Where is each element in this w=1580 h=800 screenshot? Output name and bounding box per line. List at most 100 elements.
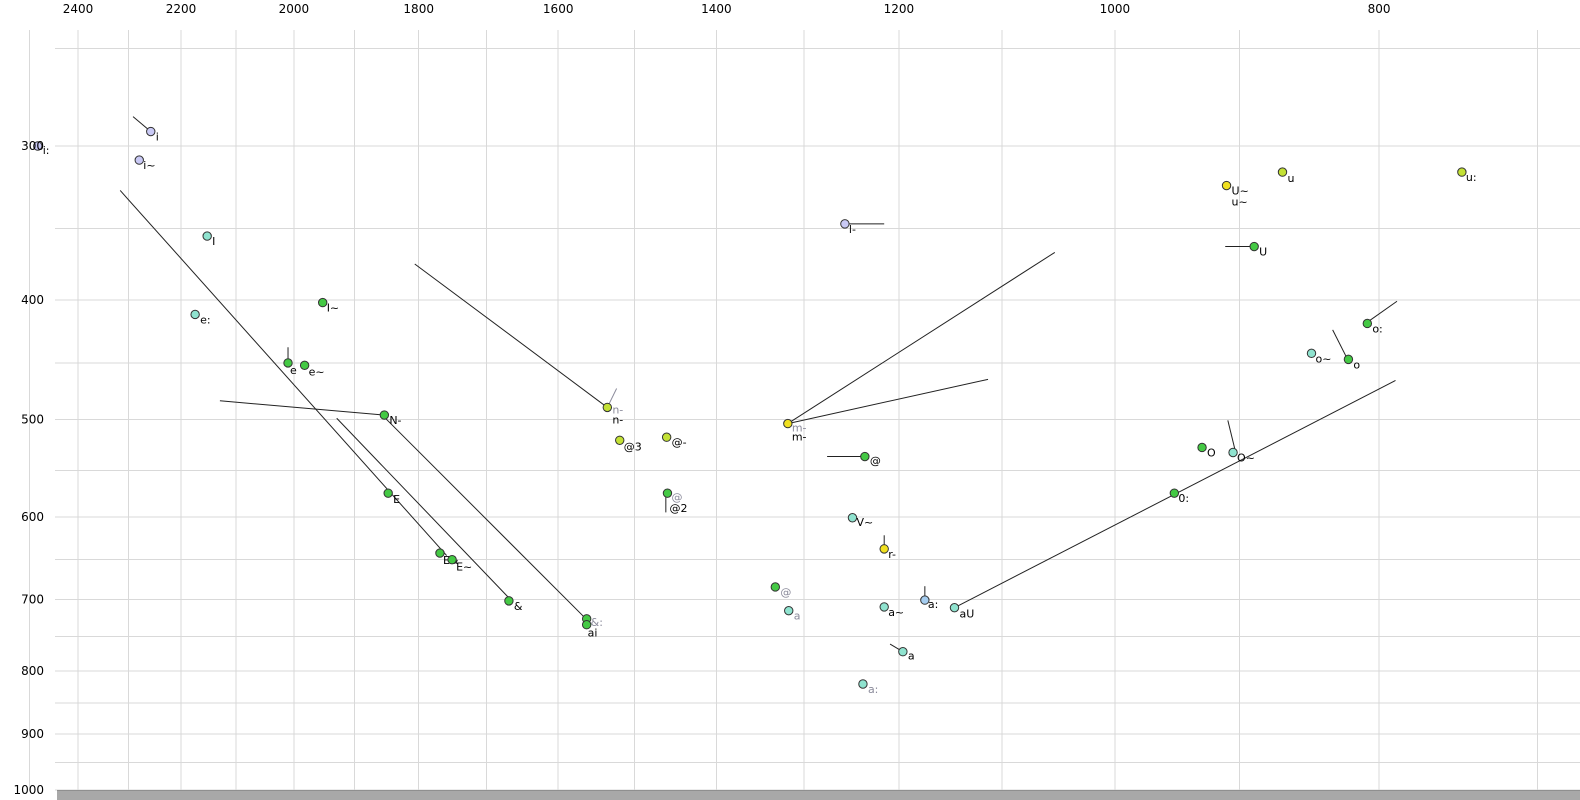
vowel-point-i~[interactable] [134,155,144,165]
vowel-label-e~: e~ [309,365,325,378]
vowel-label-I~: I~ [327,302,339,315]
vowel-point-l-[interactable] [840,219,850,229]
x-axis-tick-label: 1200 [884,2,915,16]
vowel-point-aU[interactable] [949,602,960,613]
vowel-label-aU: aU [959,608,974,621]
y-axis-tick-label: 500 [21,412,44,426]
vowel-point-V~[interactable] [847,513,858,523]
grid-layer [29,30,1580,791]
vowel-point-I~[interactable] [317,297,328,308]
trajectory-segment [787,251,1056,425]
vowel-point-E&[interactable] [435,548,445,558]
vowel-label-@2: @2 [669,502,687,515]
vowel-point-n-[interactable] [602,402,613,413]
trajectory-segment [1332,329,1348,359]
vowel-label-u: u [1287,172,1294,185]
y-axis-tick-label: 600 [21,510,44,524]
vowel-label-n-: n- [612,403,623,416]
vowel-label-E: E [393,493,400,506]
y-axis-tick-label: 1000 [13,783,44,797]
trajectory-segment [1367,300,1398,323]
x-axis-tick-label: 1000 [1100,2,1131,16]
vowel-point-o~[interactable] [1306,348,1317,359]
vowel-point-a[interactable] [898,647,908,657]
vowel-label-U: U [1259,246,1267,259]
vowel-label-o~: o~ [1315,352,1331,365]
vowel-point-e[interactable] [283,358,293,368]
vowel-point-N-[interactable] [379,410,390,420]
y-axis-tick-label: 800 [21,664,44,678]
vowel-point-&[interactable] [504,596,514,606]
vowel-point-@[interactable] [860,451,870,462]
vowel-label-ai: ai [588,627,598,640]
y-axis-tick-label: 400 [21,293,44,307]
vowel-label-@-: @- [672,436,687,449]
vowel-label-@: @ [780,586,791,599]
vowel-point-O[interactable] [1197,442,1207,453]
vowel-point-I[interactable] [202,231,212,241]
vowel-label-0:: 0: [1178,492,1189,505]
vowel-label-e: e [290,364,297,377]
vowel-label-n-: n- [612,413,623,426]
vowel-label-u:: u: [1466,171,1477,184]
vowel-point-@3[interactable] [615,435,625,446]
vowel-label-o: o [1353,358,1360,371]
vowel-label-&:: &: [591,616,603,629]
y-axis-tick-label: 900 [21,727,44,741]
vowel-point-a:[interactable] [858,679,868,689]
vowel-label-a: a [908,650,915,663]
vowel-label-I: I [212,235,215,248]
vowel-label-u~: u~ [1232,196,1248,209]
vowel-point-E~[interactable] [447,554,457,565]
vowel-point-r-[interactable] [879,544,889,554]
x-axis-tick-label: 2000 [279,2,310,16]
trajectory-segment [336,417,512,601]
vowel-label-m-: m- [792,431,807,444]
vowel-point-u:[interactable] [1457,167,1467,177]
vowel-label-a:: a: [928,598,938,611]
vowel-point-i:[interactable] [33,141,43,151]
vowel-point-0:[interactable] [1169,488,1180,498]
segment-layer [119,116,1398,653]
horizontal-scrollbar[interactable] [57,790,1580,800]
vowel-point-o:[interactable] [1362,318,1373,329]
vowel-label-a:: a: [868,683,878,696]
vowel-label-V~: V~ [856,516,873,529]
vowel-point-U~[interactable] [1221,180,1232,191]
vowel-label-N-: N- [389,414,401,427]
vowel-label-i: i [156,131,159,144]
vowel-point-u[interactable] [1277,167,1288,177]
vowel-point-o[interactable] [1343,354,1354,365]
x-axis-tick-label: 2400 [63,2,94,16]
trajectory-segment [219,400,385,416]
vowel-point-m-[interactable] [783,418,793,429]
vowel-point-@[interactable] [662,488,673,498]
vowel-point-@-[interactable] [661,432,672,442]
vowel-point-a:[interactable] [920,595,930,605]
vowel-label-@3: @3 [624,440,642,453]
x-axis-tick-label: 800 [1368,2,1391,16]
vowel-label-a~: a~ [888,606,904,619]
vowel-label-r-: r- [888,548,896,561]
vowel-label-l-: l- [849,223,856,236]
y-axis-tick-label: 700 [21,592,44,606]
vowel-point-e:[interactable] [190,309,200,320]
vowel-label-O: O [1207,446,1216,459]
vowel-label-O~: O~ [1237,452,1255,465]
vowel-point-e~[interactable] [299,360,310,371]
vowel-point-a~[interactable] [879,602,889,612]
vowel-point-a[interactable] [784,605,794,616]
vowel-point-E[interactable] [383,488,393,498]
axis-layer: 2400 2200 2000 1800 1600 1400 1200 1000 800 300 40… [13,2,1390,797]
vowel-point-i[interactable] [146,126,156,137]
vowel-point-@[interactable] [770,582,781,592]
x-axis-tick-label: 1800 [403,2,434,16]
vowel-point-O~[interactable] [1228,447,1238,458]
vowel-point-U[interactable] [1249,241,1259,252]
trajectory-segment [383,416,589,622]
vowel-label-&: & [514,600,523,613]
vowel-label-@: @ [870,455,881,468]
vowel-point-ai[interactable] [581,620,592,630]
